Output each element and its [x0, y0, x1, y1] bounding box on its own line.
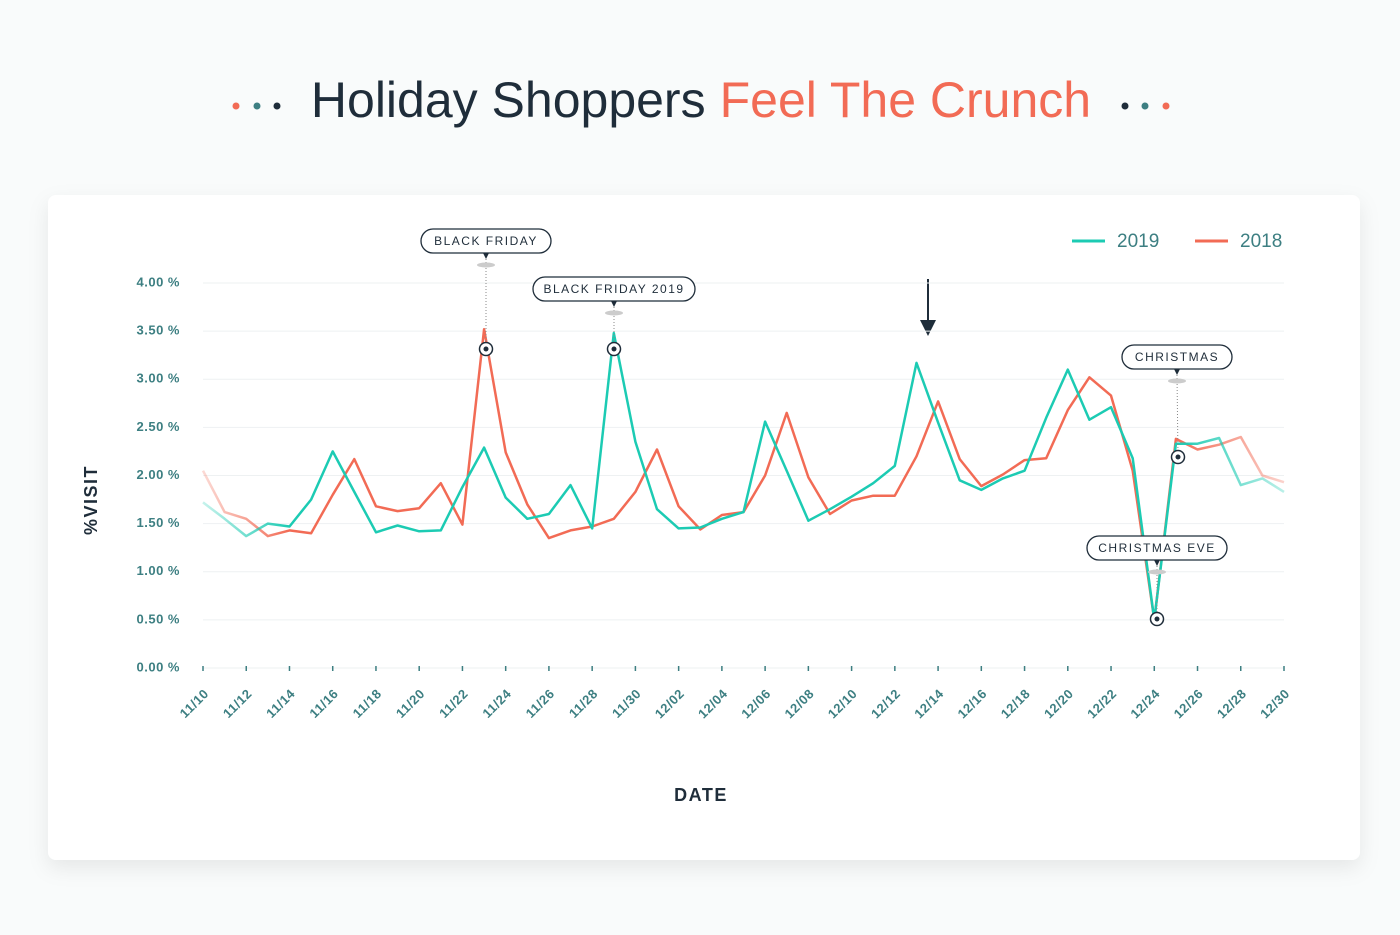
y-tick-label: 0.00 % — [137, 659, 180, 674]
legend-label: 2018 — [1240, 231, 1282, 252]
annotation-shadow — [477, 262, 495, 268]
annotation-shadow — [1148, 569, 1166, 575]
y-tick-label: 2.00 % — [137, 467, 180, 482]
annotation-label: CHRISTMAS EVE — [1098, 541, 1216, 555]
annotation-marker-dot — [1175, 454, 1181, 460]
annotation-pointer — [1174, 369, 1180, 375]
y-tick-label: 3.00 % — [137, 371, 180, 386]
y-tick-label: 4.00 % — [137, 274, 180, 289]
y-tick-label: 1.00 % — [137, 563, 180, 578]
title-highlight: Feel The Crunch — [720, 72, 1091, 128]
annotation-shadow — [605, 310, 623, 316]
y-axis-label: %VISIT — [81, 465, 101, 535]
y-tick-label: 1.50 % — [137, 515, 180, 530]
annotation-marker-dot — [483, 346, 489, 352]
annotation: BLACK FRIDAY 2019 — [532, 276, 696, 357]
x-axis-label: DATE — [674, 785, 728, 805]
y-tick-label: 0.50 % — [137, 611, 180, 626]
annotation-pointer — [483, 253, 489, 259]
annotation: BLACK FRIDAY — [420, 228, 552, 357]
annotation-label: BLACK FRIDAY — [434, 234, 538, 248]
annotation: CHRISTMAS EVE — [1086, 535, 1228, 627]
chart-title: Holiday Shoppers Feel The Crunch — [311, 72, 1091, 128]
annotation-pointer — [611, 301, 617, 307]
annotation-label: CHRISTMAS — [1135, 350, 1219, 364]
title-dots — [232, 102, 1170, 110]
legend-label: 2019 — [1117, 231, 1159, 252]
annotation-shadow — [1168, 378, 1186, 384]
title-main: Holiday Shoppers — [311, 72, 706, 128]
annotation-pointer — [1154, 560, 1160, 566]
annotation: CHRISTMAS — [1121, 344, 1233, 465]
series-line — [202, 331, 1285, 622]
annotation-marker-dot — [1154, 616, 1160, 622]
annotation-label: BLACK FRIDAY 2019 — [543, 282, 684, 296]
y-tick-label: 3.50 % — [137, 323, 180, 338]
annotation-marker-dot — [611, 346, 617, 352]
y-tick-label: 2.50 % — [137, 419, 180, 434]
arrow — [920, 279, 936, 336]
